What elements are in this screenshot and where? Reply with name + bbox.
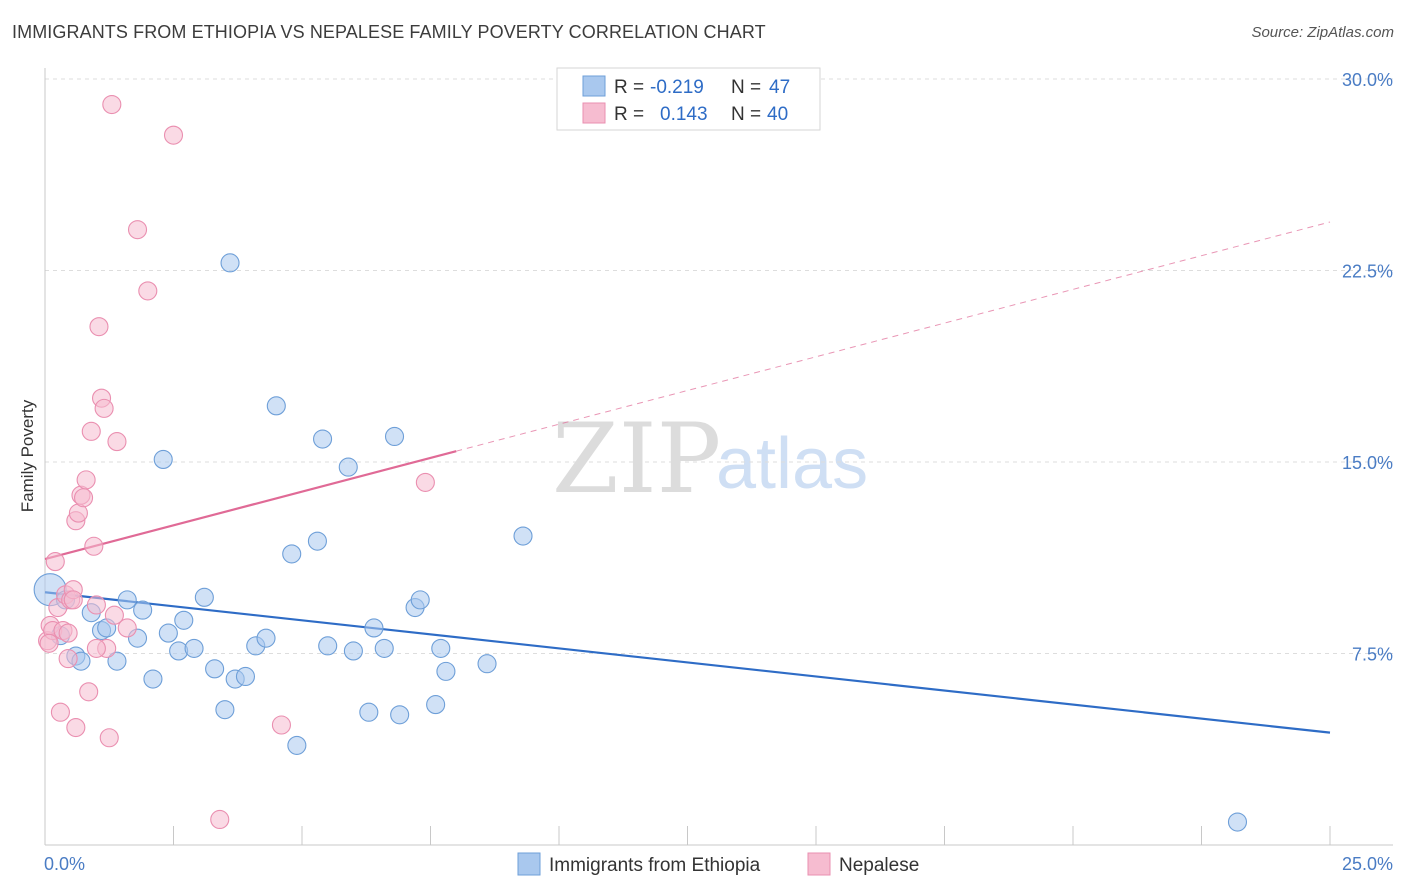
ethiopia-point <box>426 695 446 715</box>
watermark-atlas: atlas <box>716 424 868 504</box>
ethiopia-point <box>220 253 240 273</box>
correlation-legend: R = -0.219 N = 47 R = 0.143 N = 40 <box>556 67 821 131</box>
legend-n-label: N = <box>731 104 761 125</box>
legend-r-value: 0.143 <box>660 104 708 125</box>
ethiopia-point <box>307 531 327 551</box>
nepalese-point <box>99 728 119 748</box>
nepalese-point <box>63 590 83 610</box>
ethiopia-point <box>215 700 235 720</box>
ethiopia-point <box>384 426 405 447</box>
ethiopia-point <box>313 429 333 449</box>
ethiopia-point <box>282 544 302 564</box>
ethiopia-point <box>107 651 127 671</box>
watermark: ZIP atlas <box>552 403 868 515</box>
nepalese-point <box>104 605 124 625</box>
ethiopia-point <box>477 654 497 674</box>
ethiopia-point <box>235 666 256 687</box>
ethiopia-point <box>153 449 173 469</box>
ethiopia-point <box>256 628 276 648</box>
ethiopia-point <box>184 638 204 658</box>
source-label: Source: ZipAtlas.com <box>1251 24 1394 41</box>
nepalese-point <box>210 809 230 830</box>
nepalese-point <box>89 317 109 337</box>
series-legend: Immigrants from Ethiopia Nepalese <box>517 852 919 876</box>
nepalese-point <box>102 94 122 115</box>
legend-r-label: R = <box>614 104 644 125</box>
ethiopia-point <box>318 636 338 656</box>
nepalese-trend-extension <box>456 221 1331 452</box>
legend-n-label: N = <box>731 77 761 98</box>
nepalese-point <box>138 281 158 301</box>
nepalese-point <box>127 220 148 240</box>
nepalese-point <box>86 595 106 615</box>
ethiopia-point <box>143 669 163 689</box>
nepalese-point <box>58 649 78 669</box>
nepalese-point <box>50 702 70 722</box>
axes <box>44 68 1393 846</box>
ethiopia-point <box>390 705 410 725</box>
nepalese-point <box>81 421 101 441</box>
ethiopia-point <box>266 396 286 416</box>
y-tick-label: 15.0% <box>1342 453 1393 473</box>
legend-swatch-pink <box>582 102 606 124</box>
data-points <box>33 94 1248 832</box>
ethiopia-trend-line <box>44 591 1331 734</box>
nepalese-point <box>39 633 59 653</box>
chart-title: IMMIGRANTS FROM ETHIOPIA VS NEPALESE FAM… <box>12 22 766 42</box>
nepalese-point <box>94 398 114 418</box>
nepalese-point <box>163 125 184 145</box>
ethiopia-point <box>364 618 384 638</box>
y-tick-label: 22.5% <box>1342 262 1393 282</box>
nepalese-point <box>415 472 435 492</box>
ethiopia-point <box>194 587 214 607</box>
ethiopia-point <box>1227 812 1248 832</box>
nepalese-point <box>45 552 65 572</box>
gridlines <box>45 78 1393 654</box>
legend-swatch-nepalese <box>807 852 831 876</box>
ethiopia-point <box>431 638 451 658</box>
legend-swatch-ethiopia <box>517 852 541 876</box>
x-tick-label: 0.0% <box>44 854 85 874</box>
nepalese-point <box>271 715 291 735</box>
nepalese-point <box>66 717 86 738</box>
ethiopia-point <box>513 526 533 546</box>
ethiopia-point <box>374 638 394 658</box>
nepalese-point <box>107 432 127 452</box>
legend-label-nepalese: Nepalese <box>839 855 919 876</box>
y-tick-label: 7.5% <box>1352 645 1393 665</box>
ethiopia-point <box>174 610 194 630</box>
nepalese-point <box>58 623 78 643</box>
ethiopia-point <box>436 661 456 681</box>
legend-n-value: 47 <box>769 77 790 98</box>
legend-r-label: R = <box>614 77 644 98</box>
tick-labels: 7.5% 15.0% 22.5% 30.0% 0.0% 25.0% <box>44 70 1393 874</box>
legend-r-value: -0.219 <box>650 77 704 98</box>
x-tick-label: 25.0% <box>1342 854 1393 874</box>
nepalese-point <box>86 638 106 658</box>
nepalese-trend-line <box>44 450 457 561</box>
ethiopia-point <box>287 735 307 755</box>
ethiopia-point <box>338 457 358 477</box>
watermark-zip: ZIP <box>552 403 721 515</box>
ethiopia-point <box>343 641 363 661</box>
ethiopia-point <box>158 623 178 643</box>
ethiopia-point <box>205 659 225 679</box>
trend-lines <box>44 221 1331 734</box>
nepalese-point <box>84 536 104 556</box>
y-tick-label: 30.0% <box>1342 70 1393 90</box>
ethiopia-point <box>359 702 379 722</box>
ethiopia-point <box>117 590 137 610</box>
nepalese-point <box>76 470 96 490</box>
legend-label-ethiopia: Immigrants from Ethiopia <box>549 855 761 876</box>
nepalese-point <box>74 488 94 508</box>
legend-n-value: 40 <box>767 104 788 125</box>
nepalese-point <box>117 618 137 638</box>
legend-swatch-blue <box>582 75 606 97</box>
ethiopia-point <box>410 590 430 610</box>
nepalese-point <box>79 682 99 702</box>
ethiopia-point <box>133 600 153 620</box>
